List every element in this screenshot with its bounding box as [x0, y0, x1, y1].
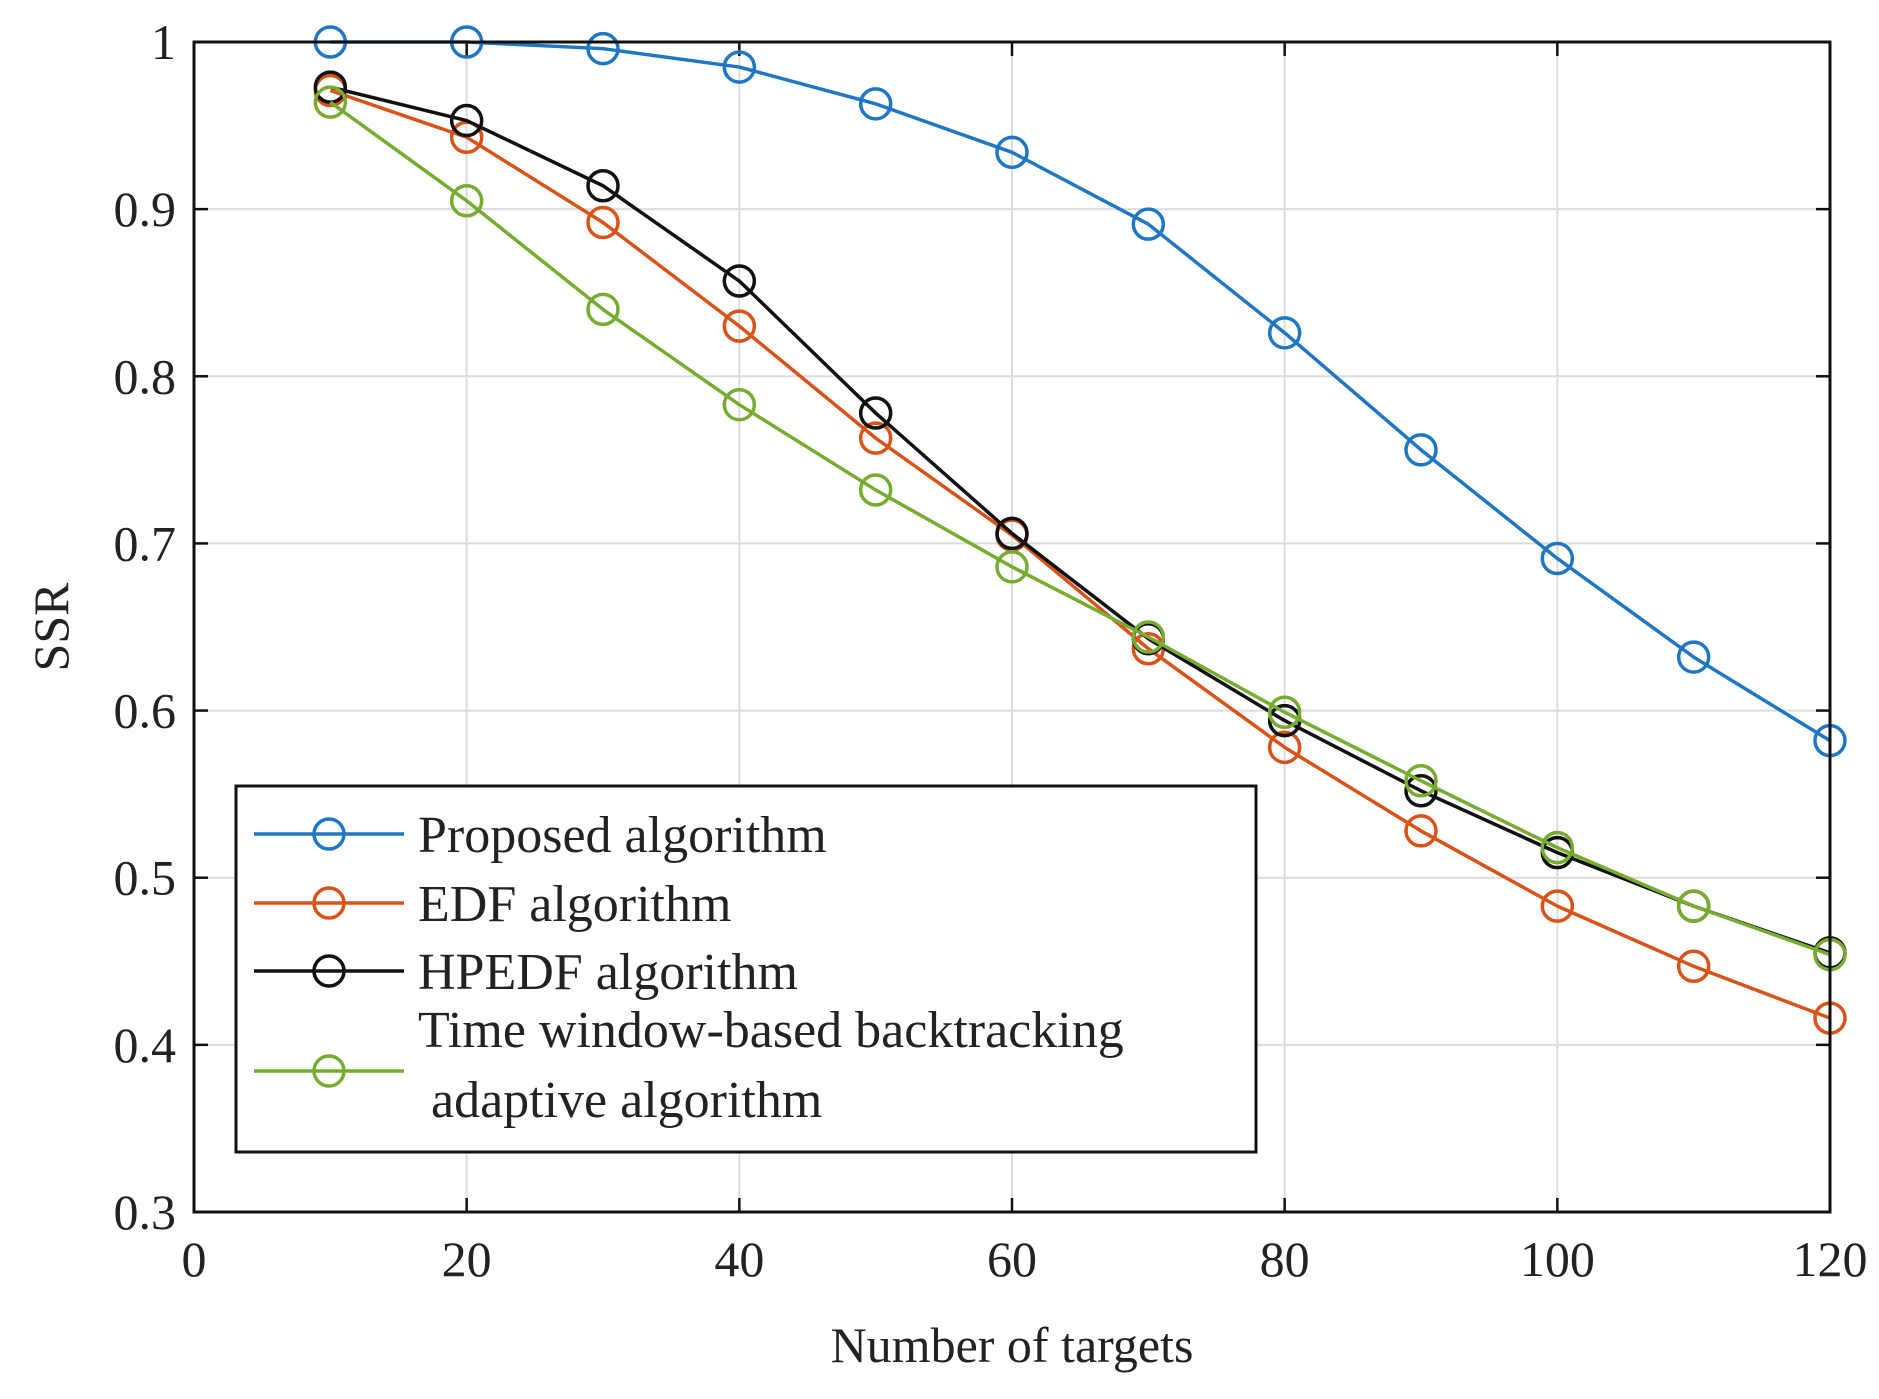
y-axis-title: SSR: [23, 582, 79, 672]
legend: Proposed algorithm EDF algorithm HPEDF alg…: [234, 784, 1258, 1154]
grid: [194, 42, 1830, 1212]
data-point: [1131, 620, 1166, 654]
data-point: [1676, 640, 1711, 674]
legend-item: HPEDF algorithm: [254, 944, 798, 1001]
data-point: [722, 387, 757, 422]
x-tick-label: 20: [442, 1231, 492, 1287]
data-point: [858, 421, 893, 455]
data-point: [722, 264, 757, 298]
data-point: [1267, 695, 1302, 729]
series-3: [313, 85, 1847, 972]
x-tick-label: 60: [987, 1231, 1037, 1287]
legend-swatch-marker: [312, 1054, 346, 1088]
data-point: [1676, 949, 1711, 984]
y-tick-label: 0.7: [114, 515, 177, 571]
x-tick-label: 100: [1520, 1231, 1595, 1287]
x-axis-title: Number of targets: [831, 1317, 1194, 1373]
data-point: [1540, 541, 1575, 576]
data-point: [1404, 814, 1438, 848]
y-tick-label: 0.5: [114, 850, 177, 906]
legend-swatch-marker: [312, 954, 346, 988]
data-point: [858, 87, 893, 121]
legend-label: HPEDF algorithm: [418, 944, 798, 1001]
y-tick-label: 1: [151, 14, 176, 70]
legend-item: EDF algorithm: [254, 876, 731, 933]
data-point: [1676, 889, 1711, 923]
legend-swatch-marker: [312, 817, 346, 851]
legend-box: [234, 784, 1258, 1154]
data-point: [722, 50, 757, 84]
data-point: [858, 396, 893, 430]
data-point: [1540, 830, 1575, 865]
series-group: [313, 25, 1847, 1035]
y-tick-label: 0.4: [114, 1017, 177, 1073]
data-point: [995, 516, 1029, 551]
data-point: [586, 31, 620, 66]
data-point: [1131, 207, 1166, 241]
series-line: [329, 88, 1831, 1020]
data-point: [858, 473, 893, 507]
x-tick-label: 40: [714, 1231, 764, 1287]
legend-swatch-marker: [312, 886, 346, 920]
data-point: [313, 85, 348, 119]
x-tick-label: 120: [1793, 1231, 1868, 1287]
plot-frame: [192, 40, 1832, 1214]
data-point: [313, 70, 348, 104]
y-tick-label: 0.6: [114, 683, 177, 739]
y-tick-label: 0.3: [114, 1184, 177, 1240]
legend-item: Proposed algorithm: [254, 807, 827, 864]
data-point: [1404, 764, 1438, 798]
data-point: [1404, 774, 1438, 808]
data-point: [1267, 730, 1302, 765]
y-tick-label: 0.9: [114, 181, 177, 237]
data-point: [1267, 316, 1302, 350]
series-line: [329, 100, 1831, 957]
data-point: [586, 292, 620, 327]
data-point: [995, 135, 1029, 170]
legend-label: Proposed algorithm: [418, 807, 827, 864]
y-tick-label: 0.8: [114, 348, 177, 404]
data-point: [1540, 889, 1575, 923]
legend-label-line: adaptive algorithm: [418, 1072, 822, 1129]
x-tick-label: 80: [1260, 1231, 1310, 1287]
legend-label-line: Time window-based backtracking: [418, 1002, 1124, 1059]
data-point: [586, 168, 620, 203]
x-tick-label: 0: [182, 1231, 207, 1287]
data-point: [995, 550, 1029, 584]
data-point: [1404, 433, 1438, 467]
legend-item: Time window-based backtracking adaptive …: [254, 1002, 1124, 1129]
tick-labels: 0 20 40 60 80 100 120 0.3 0.4 0.5 0.6 0.7 0.8 0.9 1: [114, 14, 1868, 1287]
series-line: [330, 40, 1831, 743]
legend-label: EDF algorithm: [418, 876, 731, 933]
data-point: [449, 184, 484, 218]
data-point: [586, 205, 620, 240]
series-line: [329, 85, 1831, 955]
data-point: [722, 309, 757, 343]
data-point: [449, 103, 484, 138]
